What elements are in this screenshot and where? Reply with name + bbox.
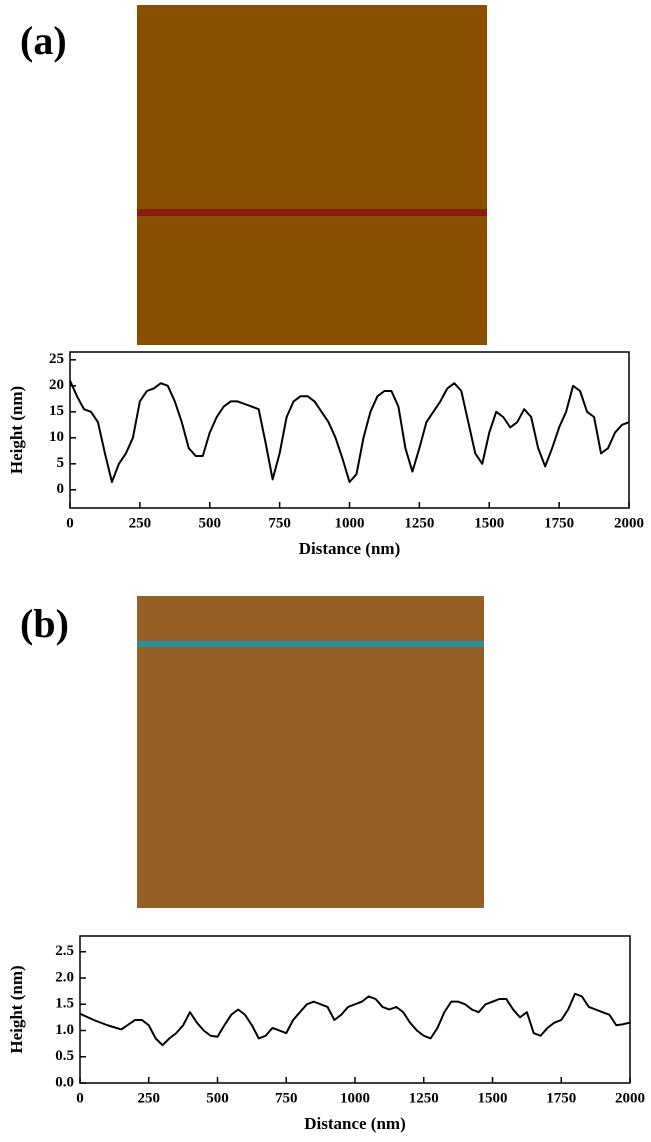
y-tick-label: 10: [49, 429, 64, 445]
y-tick-label: 15: [49, 403, 64, 419]
profile-line: [69, 380, 630, 483]
y-tick-label: 0.5: [55, 1048, 74, 1064]
y-tick-label: 2.0: [55, 969, 74, 985]
x-tick-label: 500: [206, 1090, 229, 1106]
y-tick-label: 20: [49, 377, 64, 393]
x-tick-label: 500: [199, 515, 222, 531]
scan-line: [137, 641, 484, 647]
x-axis-label: Distance (nm): [299, 539, 401, 558]
x-tick-label: 1000: [335, 515, 365, 531]
panel-label: (b): [20, 601, 69, 646]
x-tick-label: 250: [129, 515, 152, 531]
x-tick-label: 0: [76, 1090, 84, 1106]
plot-frame: [69, 351, 630, 509]
x-tick-label: 0: [66, 515, 74, 531]
x-tick-label: 750: [275, 1090, 298, 1106]
y-axis-label: Height (nm): [7, 965, 26, 1053]
y-tick-label: 1.0: [55, 1022, 74, 1038]
profile-line: [79, 992, 631, 1047]
x-tick-label: 1250: [404, 515, 434, 531]
x-tick-label: 750: [268, 515, 291, 531]
x-tick-label: 1500: [478, 1090, 508, 1106]
x-tick-label: 1750: [544, 515, 574, 531]
x-axis-label: Distance (nm): [304, 1114, 406, 1133]
x-tick-label: 1250: [409, 1090, 439, 1106]
x-tick-label: 2000: [615, 1090, 645, 1106]
x-tick-label: 250: [138, 1090, 161, 1106]
afm-image: [137, 596, 484, 908]
x-tick-label: 1000: [340, 1090, 370, 1106]
x-tick-label: 2000: [614, 515, 644, 531]
afm-image: [137, 5, 487, 345]
x-tick-label: 1750: [546, 1090, 576, 1106]
y-tick-label: 5: [57, 455, 65, 471]
y-tick-label: 2.5: [55, 943, 74, 959]
x-tick-label: 1500: [474, 515, 504, 531]
y-tick-label: 1.5: [55, 996, 74, 1012]
plot-frame: [79, 935, 631, 1084]
y-tick-label: 0.0: [55, 1074, 74, 1090]
panel-label: (a): [20, 18, 67, 63]
scan-line: [137, 209, 487, 216]
y-tick-label: 25: [49, 351, 64, 367]
y-axis-label: Height (nm): [7, 386, 26, 474]
y-tick-label: 0: [57, 481, 65, 497]
